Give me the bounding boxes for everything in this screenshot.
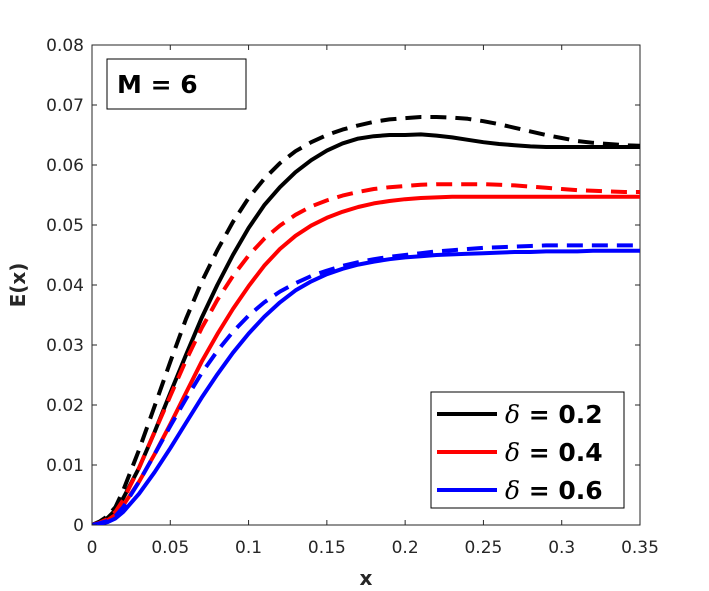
x-tick-label: 0.25 [464,538,502,558]
x-tick-label: 0.35 [621,538,659,558]
series-line-5 [92,248,640,525]
x-axis: 0 0.05 0.1 0.15 0.2 0.25 0.3 0.35 [87,45,659,558]
x-tick-label: 0.3 [548,538,575,558]
y-tick-label: 0 [73,516,84,536]
series-line-6 [92,243,640,525]
x-tick-label: 0.2 [392,538,419,558]
legend: δ = 0.2 δ = 0.4 δ = 0.6 [430,391,625,509]
y-tick-label: 0.03 [46,336,84,356]
y-tick-label: 0.07 [46,96,84,116]
series-line-1 [92,132,640,525]
annotation-box: M = 6 [106,58,247,110]
y-tick-label: 0.01 [46,456,84,476]
y-tick-label: 0.05 [46,216,84,236]
y-axis-label: E(x) [6,263,30,308]
legend-label: δ = 0.4 [505,438,603,467]
y-tick-label: 0.06 [46,156,84,176]
series-line-4 [92,182,640,525]
x-tick-label: 0.1 [235,538,262,558]
legend-label: δ = 0.6 [505,476,603,505]
x-tick-label: 0.15 [308,538,346,558]
y-tick-label: 0.04 [46,276,84,296]
x-axis-label: x [360,566,373,590]
x-tick-label: 0 [87,538,98,558]
series-line-2 [92,115,640,525]
y-tick-label: 0.08 [46,36,84,56]
legend-label: δ = 0.2 [505,400,603,429]
y-axis: 0 0.01 0.02 0.03 0.04 0.05 0.06 0.07 0.08 [46,36,640,536]
y-tick-label: 0.02 [46,396,84,416]
x-tick-label: 0.05 [151,538,189,558]
series-layer [92,115,640,525]
annotation-text: M = 6 [117,70,198,99]
